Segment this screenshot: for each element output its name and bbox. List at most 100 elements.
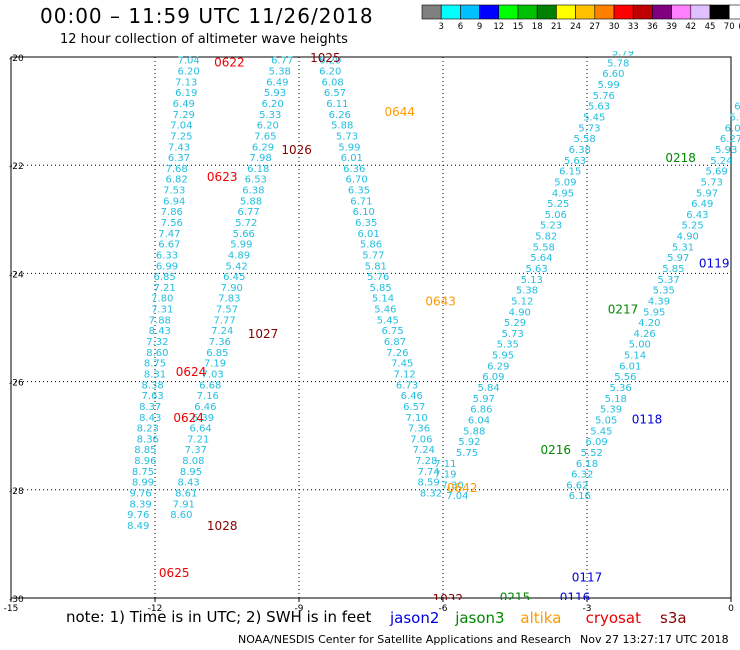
swh-value: 4.26: [633, 329, 655, 340]
pass-time-label: 0116: [560, 590, 591, 604]
swh-value: 6.01: [357, 229, 379, 240]
scale-swatch: [652, 4, 672, 20]
swh-value: 5.69: [705, 167, 727, 178]
swh-value: 6.01: [341, 153, 363, 164]
pass-time-label: 0622: [214, 55, 245, 69]
scale-swatch: [709, 4, 730, 20]
swh-value: 6.53: [245, 175, 267, 186]
y-tick-label: -20: [9, 54, 24, 64]
scale-label: 12: [493, 22, 504, 32]
pass-time-label: 0624: [173, 411, 204, 425]
swh-value: 8.95: [180, 467, 202, 478]
swh-value: 6.99: [156, 261, 178, 272]
swh-value: 7.37: [185, 445, 207, 456]
swh-value: 6.36: [343, 164, 365, 175]
swh-value: 5.84: [477, 383, 499, 394]
y-tick-label: -24: [9, 270, 24, 280]
swh-value: 5.66: [233, 229, 255, 240]
swh-value: 8.75: [132, 467, 154, 478]
swh-value: 7.21: [187, 434, 209, 445]
x-tick-label: -3: [583, 604, 592, 614]
pass-time-label: 0218: [665, 151, 696, 165]
swh-value: 5.88: [331, 121, 353, 132]
swh-value: 7.91: [173, 499, 195, 510]
x-tick-label: -15: [4, 604, 19, 614]
swh-value: 5.13: [521, 275, 543, 286]
swh-value: 7.53: [163, 186, 185, 197]
swh-value: 7.06: [410, 434, 432, 445]
footer-credit: NOAA/NESDIS Center for Satellite Applica…: [238, 633, 572, 646]
swh-value: 7.24: [413, 445, 435, 456]
swh-value: 8.43: [177, 478, 199, 489]
swh-value: 6.35: [636, 0, 658, 4]
scale-label: 42: [685, 22, 696, 32]
legend-cryosat: cryosat: [586, 609, 641, 627]
swh-value: 6.27: [720, 134, 740, 145]
swh-value: 7.10: [405, 413, 427, 424]
swh-value: 7.19: [434, 470, 456, 481]
scale-label: 36: [647, 22, 658, 32]
swh-value: 8.36: [137, 434, 159, 445]
swh-value: 6.67: [158, 240, 180, 251]
swh-value: 5.06: [545, 210, 567, 221]
swh-value: 5.56: [614, 372, 636, 383]
swh-value: 5.97: [696, 188, 718, 199]
swh-value: 6.27: [734, 102, 740, 113]
swh-value: 6.15: [559, 167, 581, 178]
swh-value: 6.45: [223, 272, 245, 283]
scale-label: 39: [666, 22, 677, 32]
scale-swatch: [460, 4, 480, 20]
swh-value: 6.38: [242, 186, 264, 197]
swh-value: 4.39: [648, 296, 670, 307]
swh-value: 5.93: [264, 88, 286, 99]
swh-value: 8.75: [144, 359, 166, 370]
scale-label: 27: [589, 22, 600, 32]
swh-value: 8.32: [420, 489, 442, 500]
scale-swatch: [421, 4, 442, 20]
swh-value: 8.99: [132, 478, 154, 489]
swh-value: 6.04: [468, 415, 490, 426]
swh-value: 5.45: [377, 315, 399, 326]
swh-value: 8.23: [137, 424, 159, 435]
scale-label: 3: [438, 22, 443, 32]
swh-value: 7.98: [249, 153, 271, 164]
swh-value: 9.76: [127, 510, 149, 521]
swh-value: 6.38: [569, 145, 591, 156]
swh-value: 6.26: [329, 110, 351, 121]
swh-value: 5.42: [225, 261, 247, 272]
swh-value: 5.97: [667, 253, 689, 264]
swh-value: 6.60: [602, 69, 624, 80]
swh-value: 4.20: [638, 318, 660, 329]
legend-jason3: jason3: [454, 609, 504, 627]
x-tick-label: -9: [295, 604, 304, 614]
pass-time-label: 0644: [385, 105, 416, 119]
swh-value: 7.36: [408, 424, 430, 435]
swh-value: 5.24: [710, 156, 732, 167]
swh-value: 5.29: [504, 318, 526, 329]
swh-value: 6.20: [261, 99, 283, 110]
scale-label: 18: [532, 22, 543, 32]
swh-value: 5.79: [612, 48, 634, 59]
pass-time-label: 0118: [632, 412, 663, 426]
swh-value: 7.32: [146, 337, 168, 348]
swh-value: 6.87: [384, 337, 406, 348]
swh-value: 6.20: [177, 67, 199, 78]
swh-value: 6.49: [266, 77, 288, 88]
swh-value: 6.64: [189, 424, 211, 435]
swh-value: 5.38: [269, 67, 291, 78]
pass-time-label: 0625: [159, 566, 190, 580]
swh-value: 5.14: [372, 294, 394, 305]
swh-value: 7.03: [201, 369, 223, 380]
swh-value: 8.43: [149, 326, 171, 337]
swh-value: 6.09: [585, 437, 607, 448]
swh-value: 5.18: [605, 394, 627, 405]
swh-value: 8.96: [134, 456, 156, 467]
swh-value: 5.72: [235, 218, 257, 229]
swh-value: 5.99: [597, 80, 619, 91]
pass-time-label: 0642: [447, 481, 478, 495]
scale-swatch: [613, 4, 634, 20]
swh-value: 5.81: [365, 261, 387, 272]
swh-value: 5.33: [259, 110, 281, 121]
pass-time-label: 1027: [248, 327, 279, 341]
